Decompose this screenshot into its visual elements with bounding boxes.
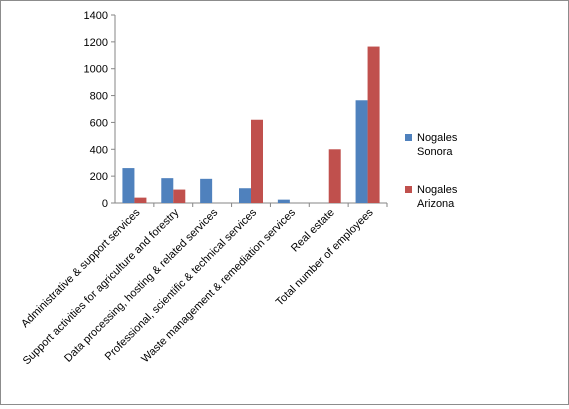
y-tick-label: 0 <box>102 198 108 210</box>
y-tick-label: 800 <box>90 91 108 103</box>
legend-swatch <box>405 186 412 193</box>
legend-swatch <box>405 134 412 141</box>
bar-sonora <box>239 188 251 203</box>
y-tick-label: 200 <box>90 171 108 183</box>
bar-sonora <box>200 178 213 203</box>
legend-label: Arizona <box>417 198 455 210</box>
y-tick-label: 1200 <box>84 37 108 49</box>
legend-label: Nogales <box>417 132 458 144</box>
y-tick-label: 600 <box>90 117 108 129</box>
bar-arizona <box>367 46 380 203</box>
bar-arizona <box>173 189 186 203</box>
legend-label: Sonora <box>417 146 453 158</box>
x-category-label: Data processing, hosting & related servi… <box>62 206 220 364</box>
bar-arizona <box>328 149 341 203</box>
y-axis-ticks: 0 200 400 600 800 1000 1200 1400 <box>84 10 115 210</box>
chart-bars <box>122 46 380 203</box>
bar-sonora <box>122 168 135 203</box>
bar-sonora <box>355 100 368 203</box>
y-tick-label: 1400 <box>84 10 108 22</box>
chart-legend: Nogales Sonora Nogales Arizona <box>405 132 458 210</box>
bar-sonora <box>277 199 290 203</box>
bar-arizona <box>251 119 263 203</box>
legend-label: Nogales <box>417 184 458 196</box>
y-tick-label: 400 <box>90 144 108 156</box>
bar-arizona <box>134 197 147 203</box>
y-tick-label: 1000 <box>84 64 108 76</box>
x-axis-categories: Administrative & support servicesSupport… <box>19 203 388 367</box>
bar-sonora <box>161 178 174 203</box>
